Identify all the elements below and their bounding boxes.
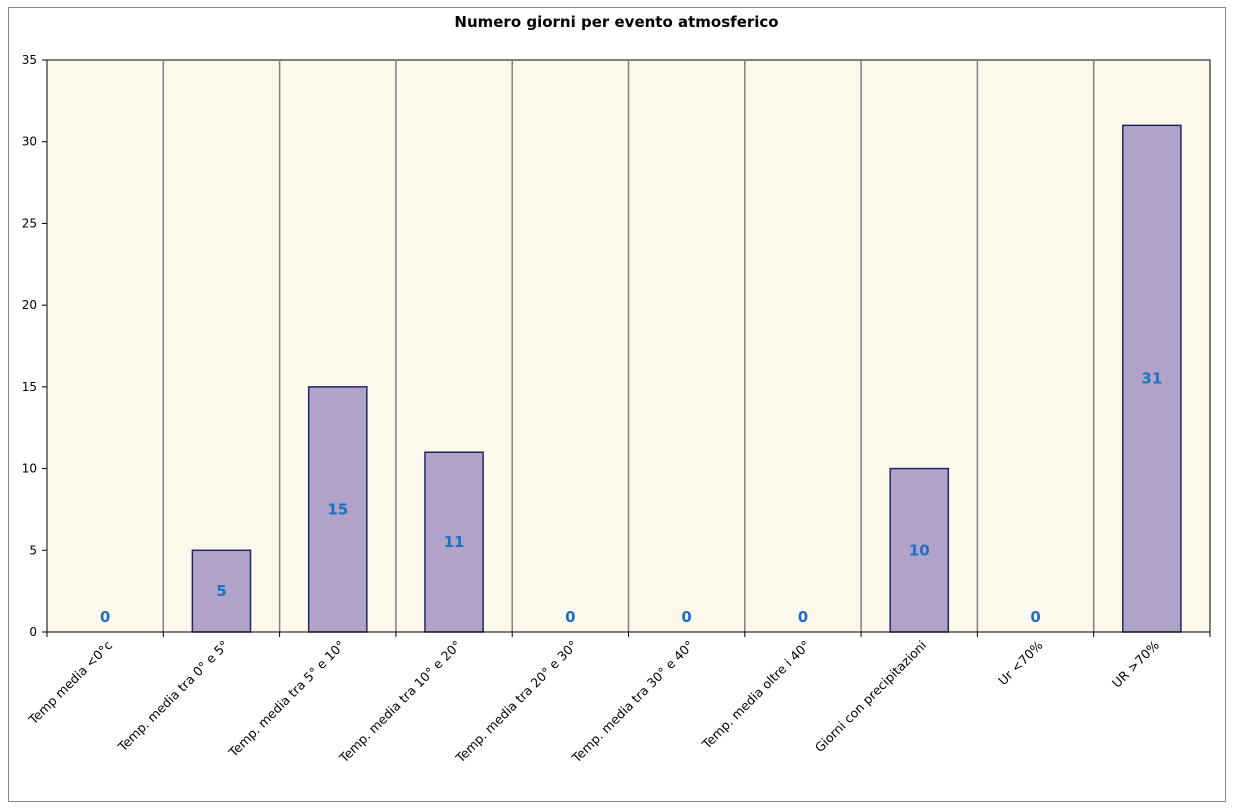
x-category-label: Giorni con precipitazioni — [812, 638, 930, 756]
data-label: 0 — [1030, 608, 1040, 626]
data-label: 11 — [444, 533, 465, 551]
x-category-label: Ur <70% — [995, 637, 1046, 688]
y-tick-label: 0 — [29, 625, 37, 639]
category-gridlines — [162, 60, 1095, 632]
chart-title: Numero giorni per evento atmosferico — [454, 13, 779, 31]
y-tick-label: 30 — [22, 135, 37, 149]
data-label: 0 — [798, 608, 808, 626]
x-category-label: UR >70% — [1109, 637, 1162, 690]
bar — [424, 451, 484, 633]
data-label: 0 — [100, 608, 110, 626]
y-tick-label: 15 — [22, 380, 37, 394]
x-category-label: Temp. media oltre i 40° — [698, 638, 813, 753]
x-category-label: Temp. media tra 0° e 5° — [114, 638, 231, 755]
y-tick-label: 35 — [22, 53, 37, 67]
x-axis: Temp media <0°c Temp. media tra 0° e 5°Te… — [25, 631, 1211, 767]
bar — [307, 386, 368, 633]
x-category-label: Temp. media tra 5° e 10° — [225, 638, 348, 761]
bar — [191, 549, 252, 633]
data-label: 0 — [681, 608, 691, 626]
x-category-label: Temp. media tra 10° e 20° — [336, 638, 465, 767]
data-labels: 0 5 15 11 0 0 0 10 0 31 — [100, 370, 1162, 626]
y-tick-label: 20 — [22, 298, 37, 312]
data-label: 5 — [216, 582, 226, 600]
data-label: 0 — [565, 608, 575, 626]
x-category-label: Temp. media tra 30° e 40° — [568, 638, 697, 767]
y-axis: 0 5 10 15 20 25 30 35 — [22, 53, 48, 639]
y-tick-label: 10 — [22, 462, 37, 476]
x-category-label: Temp. media tra 20° e 30° — [452, 638, 581, 767]
x-category-label: Temp media <0°c — [25, 637, 115, 727]
data-label: 31 — [1141, 370, 1162, 388]
data-label: 15 — [327, 500, 348, 518]
y-tick-label: 25 — [22, 216, 37, 230]
bars — [191, 124, 1182, 633]
data-label: 10 — [909, 541, 930, 559]
y-tick-label: 5 — [29, 543, 37, 557]
